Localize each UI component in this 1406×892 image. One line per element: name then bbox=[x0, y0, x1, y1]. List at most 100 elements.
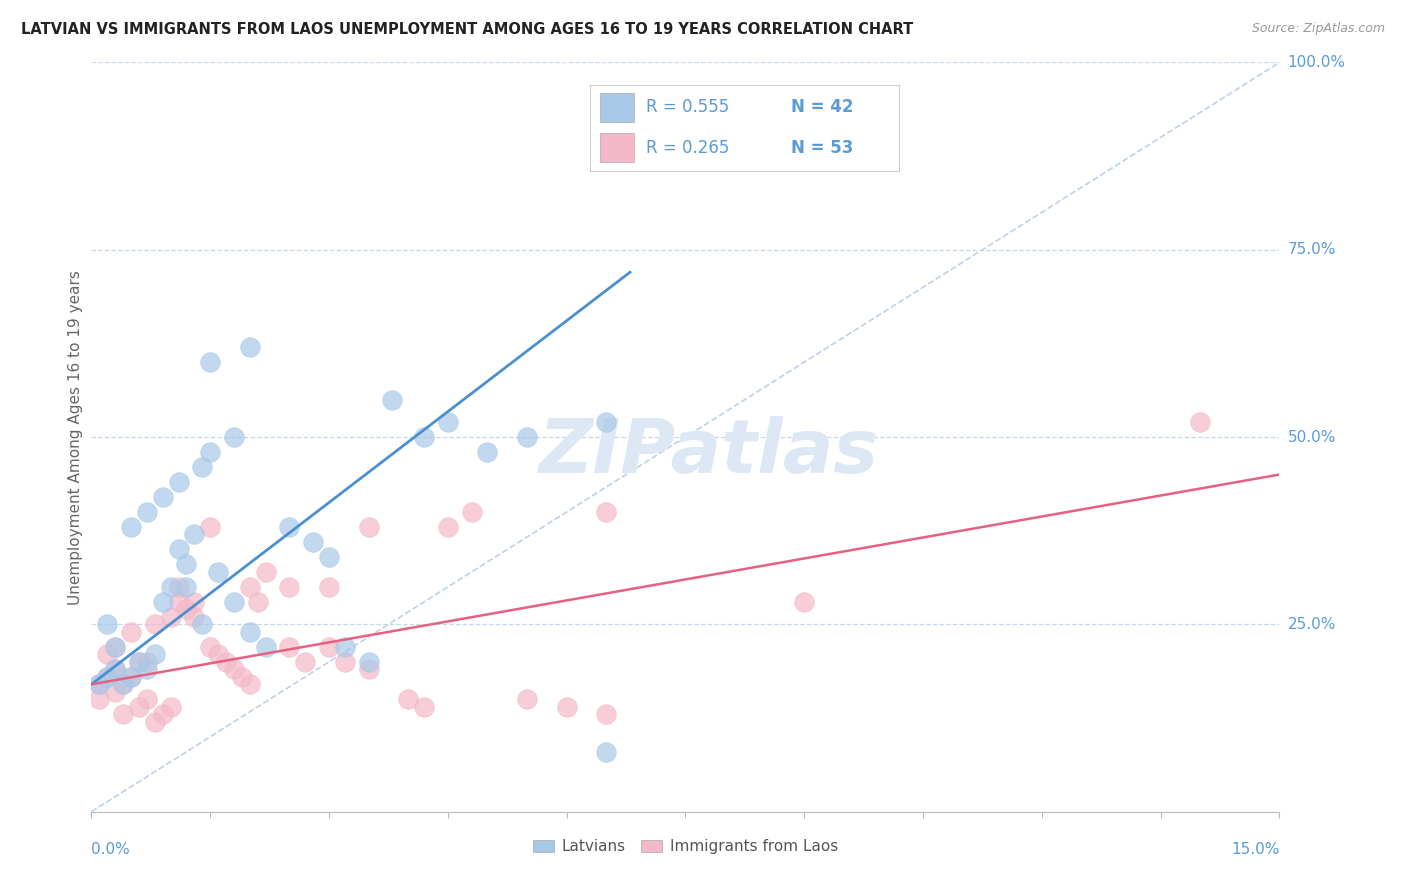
Point bbox=[128, 699, 150, 714]
Point bbox=[183, 527, 205, 541]
FancyBboxPatch shape bbox=[599, 133, 634, 162]
Point bbox=[200, 640, 222, 654]
Point bbox=[89, 692, 111, 706]
Point bbox=[167, 580, 190, 594]
Point bbox=[89, 677, 111, 691]
Point bbox=[231, 670, 253, 684]
Point bbox=[254, 640, 277, 654]
Point bbox=[246, 595, 269, 609]
Point bbox=[176, 602, 198, 616]
Point bbox=[278, 640, 301, 654]
Text: 15.0%: 15.0% bbox=[1232, 842, 1279, 857]
Point bbox=[595, 505, 617, 519]
Point bbox=[152, 707, 174, 722]
Text: 75.0%: 75.0% bbox=[1288, 243, 1336, 257]
Point bbox=[477, 445, 499, 459]
Point bbox=[159, 610, 181, 624]
Point bbox=[239, 624, 262, 639]
Point bbox=[222, 662, 245, 676]
Point bbox=[120, 624, 142, 639]
Point bbox=[176, 558, 198, 572]
Point bbox=[112, 707, 135, 722]
Point bbox=[222, 595, 245, 609]
Point bbox=[239, 340, 262, 354]
Point bbox=[120, 670, 142, 684]
Point bbox=[96, 670, 118, 684]
Point bbox=[183, 595, 205, 609]
Point bbox=[200, 355, 222, 369]
Text: 50.0%: 50.0% bbox=[1288, 430, 1336, 444]
Point bbox=[152, 595, 174, 609]
Point bbox=[135, 655, 157, 669]
Text: 25.0%: 25.0% bbox=[1288, 617, 1336, 632]
Point bbox=[135, 692, 157, 706]
Point bbox=[104, 662, 127, 676]
Point bbox=[143, 617, 166, 632]
Point bbox=[516, 430, 538, 444]
Point bbox=[128, 655, 150, 669]
Point bbox=[159, 699, 181, 714]
Text: LATVIAN VS IMMIGRANTS FROM LAOS UNEMPLOYMENT AMONG AGES 16 TO 19 YEARS CORRELATI: LATVIAN VS IMMIGRANTS FROM LAOS UNEMPLOY… bbox=[21, 22, 914, 37]
Point bbox=[104, 662, 127, 676]
Point bbox=[159, 580, 181, 594]
Point bbox=[222, 430, 245, 444]
Point bbox=[191, 617, 214, 632]
Text: 0.0%: 0.0% bbox=[91, 842, 131, 857]
Point bbox=[143, 648, 166, 662]
Point bbox=[200, 520, 222, 534]
Point bbox=[1189, 415, 1212, 429]
Point bbox=[793, 595, 815, 609]
Point bbox=[143, 714, 166, 729]
Point bbox=[516, 692, 538, 706]
Text: R = 0.265: R = 0.265 bbox=[645, 139, 730, 157]
Point bbox=[333, 640, 356, 654]
Point bbox=[239, 677, 262, 691]
Point bbox=[200, 445, 222, 459]
Point bbox=[96, 648, 118, 662]
Point bbox=[89, 677, 111, 691]
Point bbox=[120, 670, 142, 684]
Point bbox=[595, 707, 617, 722]
Point bbox=[413, 430, 436, 444]
Point bbox=[239, 580, 262, 594]
Y-axis label: Unemployment Among Ages 16 to 19 years: Unemployment Among Ages 16 to 19 years bbox=[67, 269, 83, 605]
Point bbox=[112, 677, 135, 691]
Point bbox=[357, 655, 380, 669]
Point bbox=[207, 648, 229, 662]
Point bbox=[318, 640, 340, 654]
Point bbox=[96, 670, 118, 684]
Point bbox=[96, 617, 118, 632]
Point bbox=[104, 640, 127, 654]
Point bbox=[413, 699, 436, 714]
Point bbox=[436, 520, 458, 534]
Legend: Latvians, Immigrants from Laos: Latvians, Immigrants from Laos bbox=[526, 833, 845, 860]
Point bbox=[104, 640, 127, 654]
Point bbox=[254, 565, 277, 579]
Text: Source: ZipAtlas.com: Source: ZipAtlas.com bbox=[1251, 22, 1385, 36]
Text: ZIPatlas: ZIPatlas bbox=[538, 416, 879, 489]
Point bbox=[396, 692, 419, 706]
Point bbox=[357, 662, 380, 676]
Point bbox=[333, 655, 356, 669]
FancyBboxPatch shape bbox=[599, 93, 634, 122]
Point bbox=[294, 655, 316, 669]
Point bbox=[135, 662, 157, 676]
Point bbox=[167, 542, 190, 557]
Point bbox=[128, 655, 150, 669]
Point bbox=[135, 505, 157, 519]
Point bbox=[318, 580, 340, 594]
Point bbox=[381, 392, 404, 407]
Point bbox=[555, 699, 578, 714]
Point bbox=[460, 505, 482, 519]
Point bbox=[302, 535, 325, 549]
Point bbox=[120, 520, 142, 534]
Point bbox=[167, 595, 190, 609]
Point bbox=[595, 415, 617, 429]
Point bbox=[595, 745, 617, 759]
Text: N = 42: N = 42 bbox=[792, 98, 853, 116]
Point bbox=[436, 415, 458, 429]
Point bbox=[176, 580, 198, 594]
Point bbox=[278, 520, 301, 534]
Point bbox=[183, 610, 205, 624]
Point bbox=[167, 475, 190, 489]
